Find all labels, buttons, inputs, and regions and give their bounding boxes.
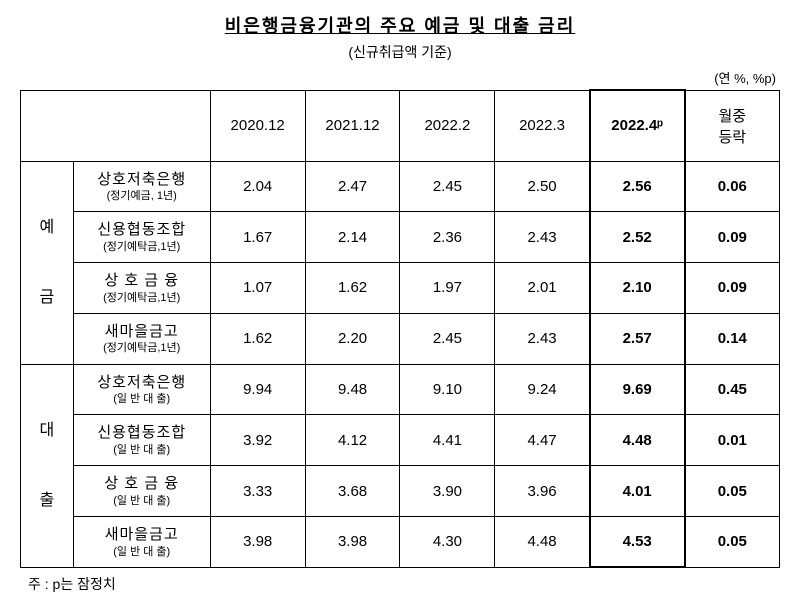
footnote: 주 : p는 잠정치	[20, 574, 780, 594]
unit-label: (연 %, %p)	[20, 68, 780, 87]
data-cell: 0.01	[685, 415, 780, 466]
data-cell: 9.94	[210, 364, 305, 415]
data-cell: 4.41	[400, 415, 495, 466]
data-cell: 2.43	[495, 212, 590, 263]
data-cell: 2.36	[400, 212, 495, 263]
data-cell-emphasis: 4.01	[590, 466, 685, 517]
rates-table: 2020.12 2021.12 2022.2 2022.3 2022.4ᵖ 월중…	[20, 89, 780, 568]
data-cell: 2.45	[400, 313, 495, 364]
item-name: 상 호 금 융	[78, 271, 206, 291]
data-cell: 2.43	[495, 313, 590, 364]
data-cell: 2.45	[400, 161, 495, 212]
data-cell-emphasis: 2.57	[590, 313, 685, 364]
data-cell: 1.67	[210, 212, 305, 263]
data-cell: 3.98	[210, 517, 305, 568]
item-name: 신용협동조합	[78, 220, 206, 240]
data-cell-emphasis: 2.10	[590, 263, 685, 314]
item-cell: 상 호 금 융 (정기예탁금,1년)	[73, 263, 210, 314]
header-col: 2022.3	[495, 90, 590, 161]
header-col: 2020.12	[210, 90, 305, 161]
data-cell: 3.98	[305, 517, 400, 568]
category-loan: 대 출	[21, 364, 74, 567]
data-cell: 1.62	[305, 263, 400, 314]
item-sub: (정기예금, 1년)	[78, 189, 206, 203]
data-cell: 0.45	[685, 364, 780, 415]
data-cell-emphasis: 2.56	[590, 161, 685, 212]
data-cell: 3.33	[210, 466, 305, 517]
item-sub: (일 반 대 출)	[78, 545, 206, 559]
item-sub: (정기예탁금,1년)	[78, 240, 206, 254]
item-sub: (일 반 대 출)	[78, 443, 206, 457]
item-name: 상호저축은행	[78, 373, 206, 393]
table-row: 상 호 금 융 (정기예탁금,1년) 1.07 1.62 1.97 2.01 2…	[21, 263, 780, 314]
item-name: 새마을금고	[78, 525, 206, 545]
data-cell: 3.68	[305, 466, 400, 517]
header-col: 2022.2	[400, 90, 495, 161]
category-deposit: 예 금	[21, 161, 74, 364]
table-row: 신용협동조합 (정기예탁금,1년) 1.67 2.14 2.36 2.43 2.…	[21, 212, 780, 263]
data-cell: 1.07	[210, 263, 305, 314]
header-col-emphasis: 2022.4ᵖ	[590, 90, 685, 161]
header-col: 월중 등락	[685, 90, 780, 161]
data-cell: 3.96	[495, 466, 590, 517]
data-cell-emphasis: 4.53	[590, 517, 685, 568]
table-header-row: 2020.12 2021.12 2022.2 2022.3 2022.4ᵖ 월중…	[21, 90, 780, 161]
table-row: 대 출 상호저축은행 (일 반 대 출) 9.94 9.48 9.10 9.24…	[21, 364, 780, 415]
table-row: 새마을금고 (일 반 대 출) 3.98 3.98 4.30 4.48 4.53…	[21, 517, 780, 568]
data-cell: 3.92	[210, 415, 305, 466]
table-row: 상 호 금 융 (일 반 대 출) 3.33 3.68 3.90 3.96 4.…	[21, 466, 780, 517]
data-cell: 4.30	[400, 517, 495, 568]
data-cell: 4.12	[305, 415, 400, 466]
data-cell: 0.05	[685, 466, 780, 517]
item-sub: (정기예탁금,1년)	[78, 341, 206, 355]
item-sub: (정기예탁금,1년)	[78, 291, 206, 305]
data-cell-emphasis: 2.52	[590, 212, 685, 263]
data-cell: 2.04	[210, 161, 305, 212]
data-cell: 2.50	[495, 161, 590, 212]
data-cell-emphasis: 4.48	[590, 415, 685, 466]
data-cell: 2.01	[495, 263, 590, 314]
data-cell: 4.47	[495, 415, 590, 466]
item-cell: 상호저축은행 (일 반 대 출)	[73, 364, 210, 415]
item-cell: 새마을금고 (일 반 대 출)	[73, 517, 210, 568]
item-sub: (일 반 대 출)	[78, 494, 206, 508]
item-name: 상 호 금 융	[78, 474, 206, 494]
data-cell: 1.97	[400, 263, 495, 314]
header-blank	[21, 90, 211, 161]
data-cell: 2.20	[305, 313, 400, 364]
page-subtitle: (신규취급액 기준)	[20, 42, 780, 62]
item-cell: 신용협동조합 (일 반 대 출)	[73, 415, 210, 466]
item-sub: (일 반 대 출)	[78, 392, 206, 406]
page-title: 비은행금융기관의 주요 예금 및 대출 금리	[20, 12, 780, 38]
data-cell: 2.47	[305, 161, 400, 212]
data-cell: 3.90	[400, 466, 495, 517]
data-cell: 1.62	[210, 313, 305, 364]
table-row: 예 금 상호저축은행 (정기예금, 1년) 2.04 2.47 2.45 2.5…	[21, 161, 780, 212]
data-cell: 2.14	[305, 212, 400, 263]
data-cell: 0.05	[685, 517, 780, 568]
data-cell: 9.10	[400, 364, 495, 415]
data-cell: 4.48	[495, 517, 590, 568]
item-cell: 상 호 금 융 (일 반 대 출)	[73, 466, 210, 517]
item-name: 상호저축은행	[78, 170, 206, 190]
item-name: 새마을금고	[78, 322, 206, 342]
item-cell: 신용협동조합 (정기예탁금,1년)	[73, 212, 210, 263]
data-cell: 0.14	[685, 313, 780, 364]
data-cell: 0.06	[685, 161, 780, 212]
data-cell-emphasis: 9.69	[590, 364, 685, 415]
data-cell: 0.09	[685, 263, 780, 314]
item-cell: 새마을금고 (정기예탁금,1년)	[73, 313, 210, 364]
table-row: 새마을금고 (정기예탁금,1년) 1.62 2.20 2.45 2.43 2.5…	[21, 313, 780, 364]
data-cell: 9.24	[495, 364, 590, 415]
item-cell: 상호저축은행 (정기예금, 1년)	[73, 161, 210, 212]
table-row: 신용협동조합 (일 반 대 출) 3.92 4.12 4.41 4.47 4.4…	[21, 415, 780, 466]
header-col: 2021.12	[305, 90, 400, 161]
data-cell: 9.48	[305, 364, 400, 415]
data-cell: 0.09	[685, 212, 780, 263]
item-name: 신용협동조합	[78, 423, 206, 443]
